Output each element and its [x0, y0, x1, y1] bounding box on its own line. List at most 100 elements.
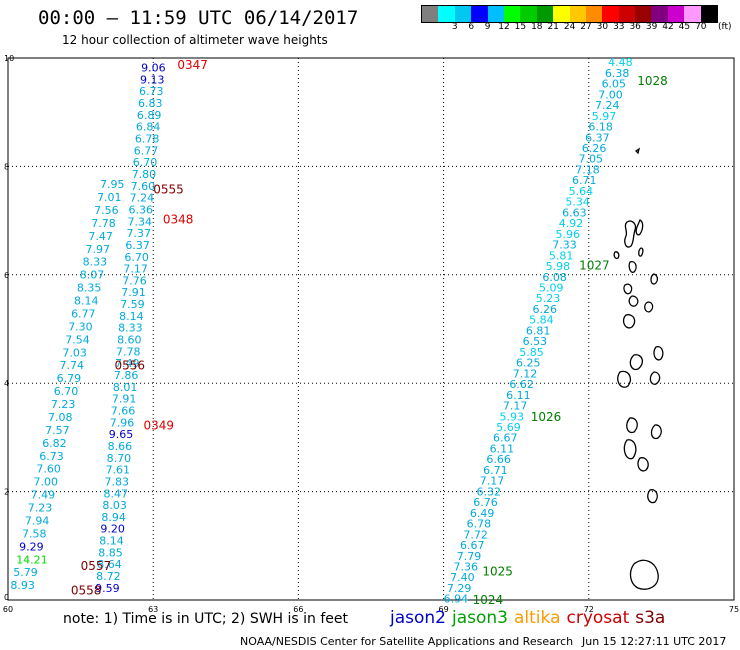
- color-scale-label: 24: [563, 22, 576, 32]
- wave-height-value: 6.77: [134, 144, 159, 157]
- y-tick-label: 0: [4, 593, 9, 602]
- wave-height-value: 6.08: [542, 271, 567, 284]
- island-outline: [628, 261, 637, 273]
- color-swatch: [553, 6, 570, 22]
- wave-height-value: 7.05: [579, 153, 604, 166]
- color-scale-label: 36: [629, 22, 641, 32]
- wave-height-value: 7.01: [97, 191, 122, 204]
- wave-height-value: 7.78: [116, 345, 140, 358]
- wave-height-value: 7.34: [128, 215, 153, 228]
- wave-height-value: 7.00: [598, 88, 623, 101]
- pass-time-label: 0348: [163, 212, 194, 226]
- y-tick-label: 10: [4, 54, 14, 63]
- island-outline: [626, 417, 638, 434]
- color-swatch: [667, 6, 685, 22]
- wave-height-value: 5.93: [500, 410, 525, 423]
- wave-height-value: 8.33: [83, 256, 108, 269]
- wave-height-value: 7.23: [28, 502, 52, 515]
- wave-height-value: 5.34: [565, 196, 590, 209]
- wave-height-value: 5.69: [496, 421, 520, 434]
- island-outline: [613, 251, 620, 260]
- x-tick-label: 72: [584, 605, 594, 614]
- island-outline: [653, 346, 664, 361]
- wave-height-value: 7.72: [463, 528, 488, 541]
- wave-height-value: 8.93: [10, 579, 34, 592]
- pass-time-label: 1024: [473, 593, 504, 607]
- wave-height-value: 6.05: [602, 78, 627, 91]
- wave-height-value: 6.37: [125, 239, 150, 252]
- island-outline: [650, 273, 659, 285]
- pass-time-label: 1025: [482, 565, 513, 579]
- color-scale-label: 70: [695, 22, 707, 32]
- pass-time-label: 0557: [81, 559, 112, 573]
- island-outline: [629, 354, 644, 371]
- wave-height-value: 6.82: [42, 437, 67, 450]
- island-outline: [649, 371, 661, 385]
- wave-height-value: 7.80: [132, 168, 157, 181]
- color-swatch: [422, 6, 439, 22]
- island-outline: [647, 489, 658, 504]
- wave-height-value: 7.18: [575, 163, 600, 176]
- pass-time-label: 0556: [114, 359, 145, 373]
- wave-height-value: 7.61: [106, 464, 131, 477]
- color-swatch: [602, 6, 619, 22]
- color-scale-label: 21: [547, 22, 559, 32]
- map-frame: [7, 57, 735, 601]
- wave-height-value: 7.49: [115, 357, 140, 370]
- wave-height-value: 7.59: [120, 298, 145, 311]
- wave-height-value: 7.12: [513, 367, 538, 380]
- color-swatch: [684, 6, 701, 22]
- color-swatch: [454, 6, 472, 22]
- wave-height-value: 8.64: [97, 558, 122, 571]
- pass-time-labels: 0347 0555 0348 0556 0349 0557 0558 1028 1027 1026…: [71, 58, 668, 607]
- wave-height-value: 5.97: [592, 110, 617, 123]
- wave-height-value: 6.71: [483, 464, 508, 477]
- wave-height-value: 7.23: [51, 398, 76, 411]
- wave-height-value: 6.62: [509, 378, 534, 391]
- color-swatch: [520, 6, 537, 22]
- wave-height-value: 9.13: [140, 73, 165, 86]
- color-swatch: [618, 6, 636, 22]
- wave-height-value: 6.78: [135, 133, 160, 146]
- island-outline: [635, 219, 644, 236]
- pass-time-label: 0347: [177, 58, 208, 72]
- wave-height-value: 8.47: [103, 487, 128, 500]
- wave-height-value: 7.54: [65, 333, 90, 346]
- wave-height-value: 7.00: [34, 476, 59, 489]
- wave-height-value: 8.07: [80, 269, 105, 282]
- wave-height-value: 5.09: [539, 281, 564, 294]
- satellite-legend-entry: jason2: [390, 608, 446, 628]
- satellite-legend-entry: s3a: [635, 608, 666, 628]
- wave-height-value: 8.14: [99, 535, 124, 548]
- wave-height-value: 6.26: [582, 142, 607, 155]
- wave-height-value: 7.57: [45, 424, 69, 437]
- wave-height-value: 6.26: [532, 303, 557, 316]
- color-swatch: [438, 6, 455, 22]
- wave-height-value: 5.23: [536, 292, 561, 305]
- color-scale-label: 30: [596, 22, 609, 32]
- wave-height-value: 9.59: [95, 582, 120, 595]
- y-tick-label: 8: [4, 162, 9, 171]
- wave-height-value: 5.81: [549, 249, 574, 262]
- wave-height-value: 7.79: [457, 550, 482, 563]
- wave-height-value: 5.64: [569, 185, 594, 198]
- wave-height-value: 7.66: [111, 404, 136, 417]
- color-swatch: [651, 6, 668, 22]
- color-scale-label: 45: [678, 22, 691, 32]
- wave-height-value: 7.17: [503, 400, 528, 413]
- x-tick-label: 69: [439, 605, 449, 614]
- page-subtitle: 12 hour collection of altimeter wave hei…: [62, 33, 328, 47]
- wave-height-value: 6.79: [57, 372, 82, 385]
- wave-height-value: 6.83: [138, 97, 163, 110]
- pass-time-label: 0558: [71, 584, 102, 598]
- island-outline: [637, 457, 649, 472]
- wave-height-value: 6.89: [137, 109, 162, 122]
- wave-height-value: 6.70: [54, 385, 78, 398]
- map-grid: [8, 58, 734, 600]
- wave-height-value: 8.60: [117, 334, 142, 347]
- wave-height-value: 7.94: [25, 514, 50, 527]
- wave-height-value: 8.35: [77, 282, 102, 295]
- altimeter-track-c: 4.486.386.057.007.245.976.186.376.267.05…: [444, 56, 633, 606]
- wave-height-value: 6.70: [124, 251, 149, 264]
- y-tick-label: 2: [4, 488, 9, 497]
